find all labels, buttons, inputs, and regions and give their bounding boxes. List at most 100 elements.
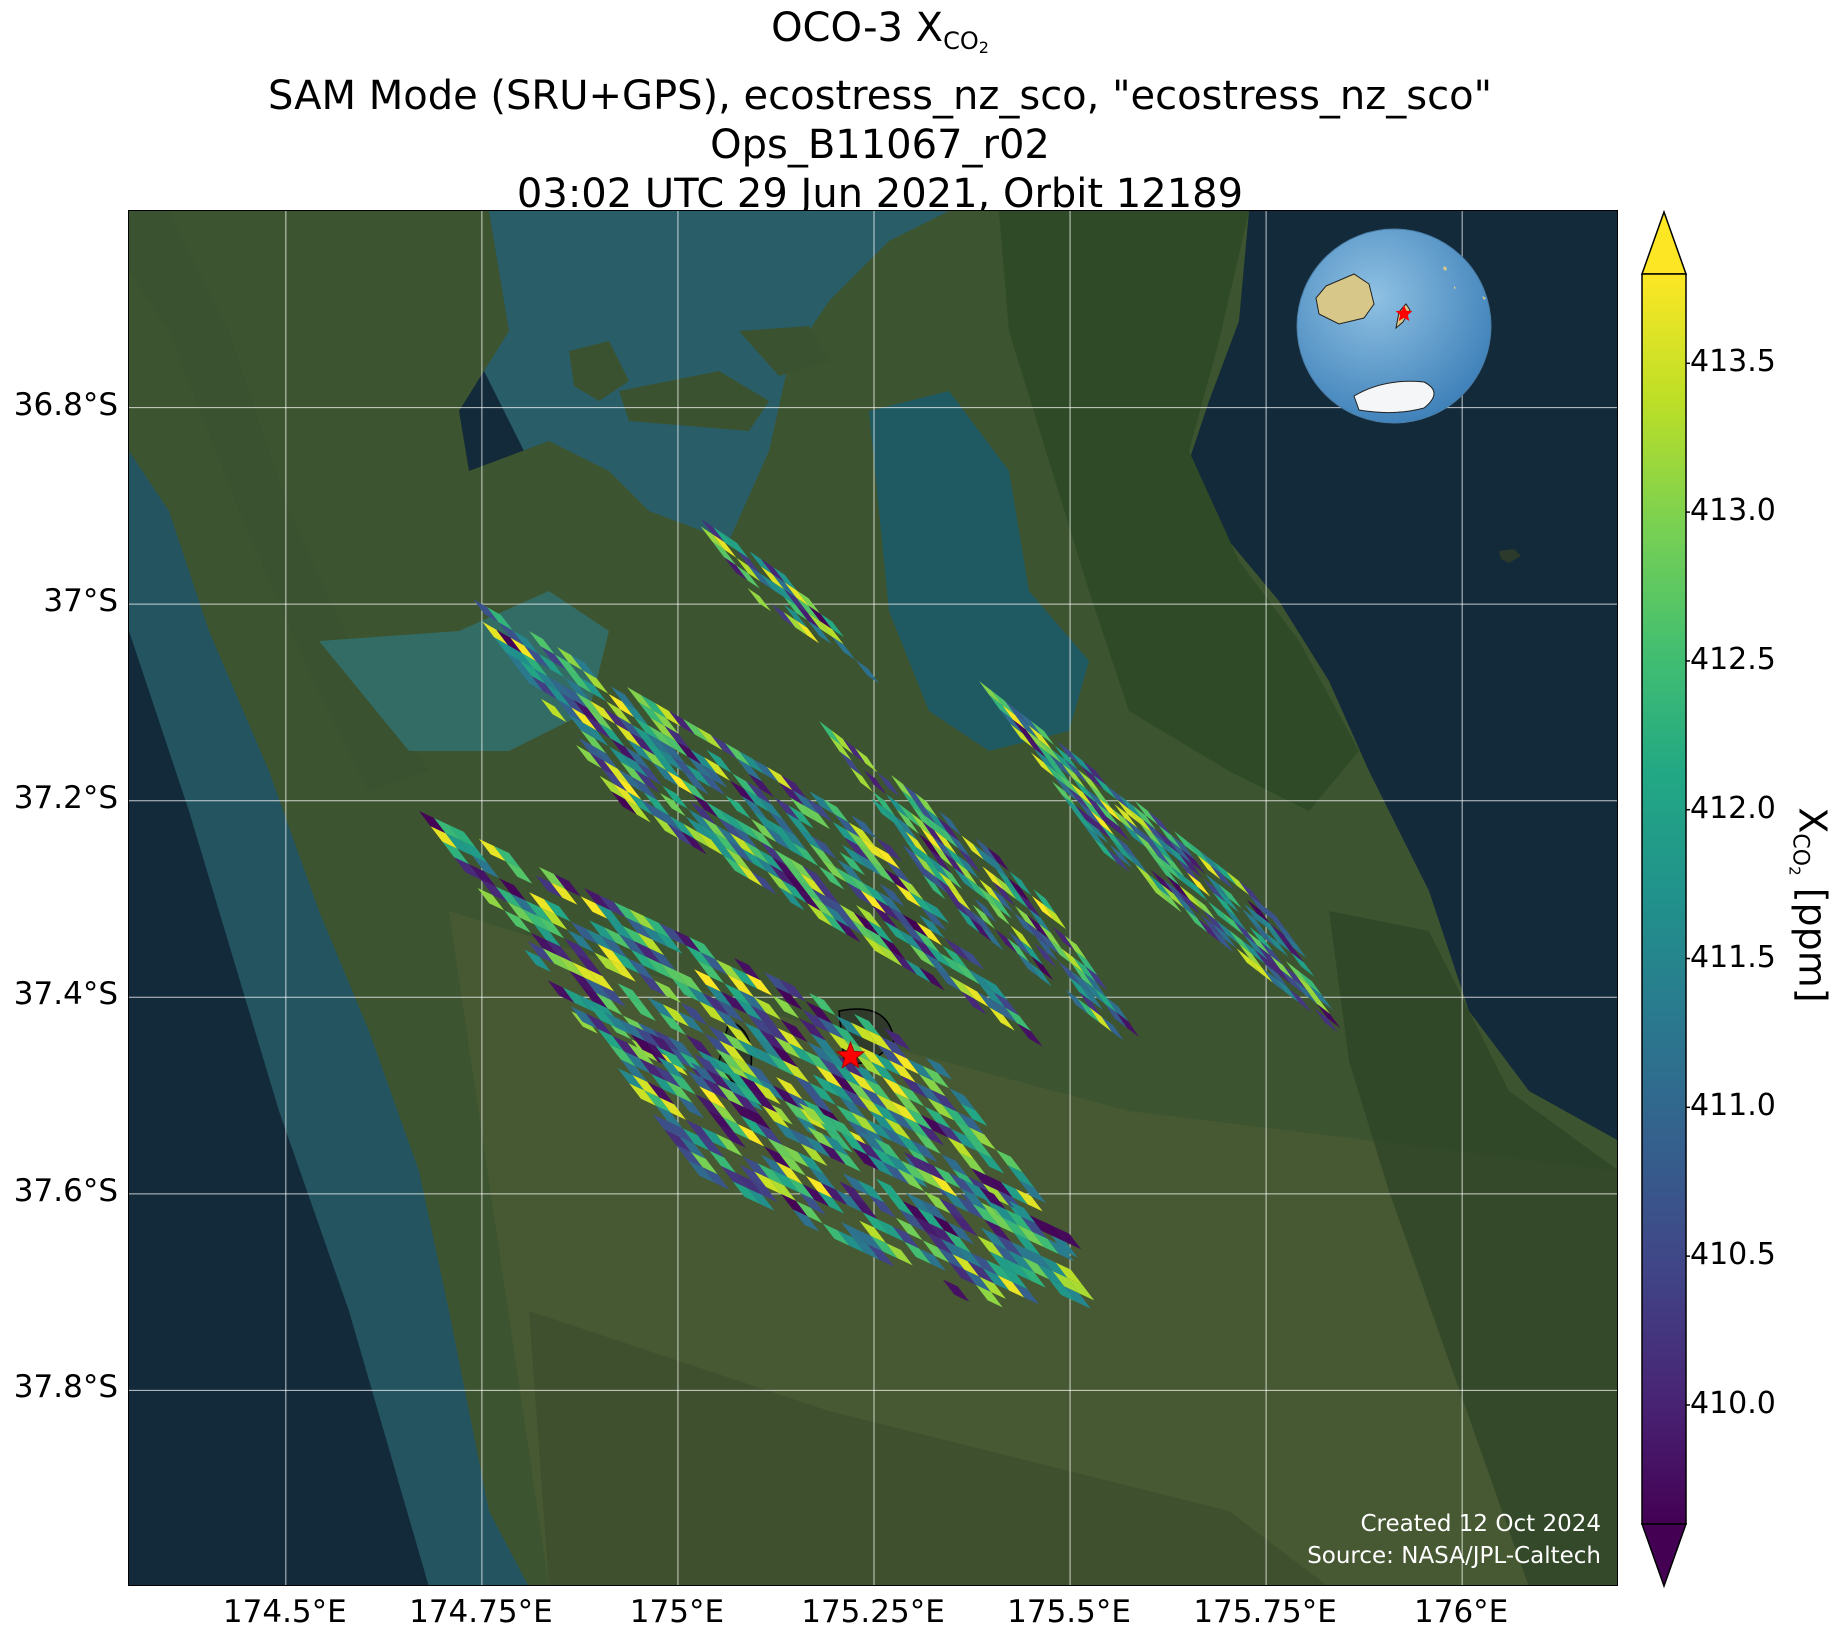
sounding-cell — [1148, 842, 1172, 867]
sounding-cell — [1047, 1238, 1075, 1262]
sounding-cell — [702, 1077, 730, 1101]
sounding-cell — [627, 958, 655, 981]
sounding-cell — [874, 898, 901, 922]
sounding-cell — [739, 1075, 766, 1098]
sounding-cell — [959, 902, 982, 927]
sounding-cell — [735, 1083, 763, 1106]
sounding-cell — [837, 911, 864, 936]
sounding-cell — [930, 1174, 958, 1197]
sounding-cell — [859, 1220, 886, 1243]
sounding-cell — [702, 993, 730, 1016]
xco2-soundings[interactable] — [419, 519, 1341, 1309]
sounding-cell — [639, 1058, 666, 1081]
sounding-cell — [1096, 802, 1120, 827]
sounding-cell — [925, 1057, 953, 1080]
sounding-cell — [995, 929, 1018, 954]
map-panel[interactable]: Created 12 Oct 2024 Source: NASA/JPL-Cal… — [128, 210, 1618, 1586]
sounding-cell — [1119, 795, 1143, 820]
sounding-cell — [687, 1070, 715, 1094]
sounding-cell — [875, 1178, 903, 1201]
sounding-cell — [807, 1126, 835, 1150]
sounding-cell — [817, 1016, 845, 1040]
sounding-cell — [732, 773, 758, 797]
sounding-cell — [622, 701, 649, 726]
sounding-cell — [629, 1083, 656, 1106]
sounding-cell — [460, 840, 488, 863]
sounding-cell — [573, 700, 600, 724]
sounding-cell — [487, 607, 513, 631]
sounding-cell — [1088, 783, 1112, 809]
sounding-cell — [989, 695, 1013, 720]
sounding-cell — [508, 645, 534, 669]
sounding-cell — [571, 707, 597, 731]
sounding-cell — [701, 519, 725, 543]
sounding-cell — [587, 708, 614, 732]
sounding-cell — [773, 567, 797, 591]
sounding-cell — [1036, 743, 1060, 769]
target-star-marker[interactable] — [835, 1040, 866, 1069]
sounding-cell — [815, 1065, 843, 1089]
sounding-cell — [862, 1212, 890, 1235]
sounding-cell — [723, 855, 749, 879]
sounding-cell — [924, 1106, 951, 1129]
sounding-cell — [1293, 979, 1317, 1004]
sounding-cell — [1179, 885, 1203, 910]
sounding-cell — [1051, 1235, 1078, 1258]
sounding-cell — [617, 1068, 645, 1091]
sounding-cell — [839, 904, 866, 928]
sounding-cell — [1051, 781, 1076, 806]
sounding-cell — [772, 574, 797, 598]
sounding-cell — [876, 890, 903, 915]
sounding-cell — [882, 1077, 910, 1100]
sounding-cell — [784, 589, 809, 614]
sounding-cell — [837, 859, 863, 883]
sounding-cell — [1155, 861, 1180, 886]
sounding-cell — [995, 1149, 1023, 1173]
sounding-cell — [1166, 875, 1190, 900]
sounding-cell — [732, 1181, 760, 1204]
sounding-cell — [902, 1201, 930, 1224]
sounding-cell — [804, 805, 831, 830]
globe-inset — [1296, 228, 1492, 424]
sounding-cell — [982, 1183, 1010, 1206]
sounding-cell — [1114, 803, 1138, 829]
sounding-cell — [650, 717, 677, 742]
sounding-cell — [981, 926, 1004, 951]
sounding-cell — [1106, 816, 1130, 842]
sounding-cell — [612, 1035, 640, 1059]
sounding-cell — [748, 773, 775, 798]
sounding-cell — [712, 534, 737, 558]
sounding-cell — [884, 1117, 911, 1140]
map-canvas[interactable] — [129, 211, 1618, 1586]
sounding-cell — [737, 1124, 765, 1147]
sounding-cell — [736, 565, 760, 589]
sounding-cell — [872, 1102, 900, 1125]
sounding-cell — [779, 1153, 806, 1176]
sounding-cell — [751, 871, 777, 895]
sounding-cell — [965, 1135, 993, 1159]
sounding-cell — [599, 895, 626, 918]
sounding-cell — [681, 831, 707, 855]
sounding-cell — [874, 1053, 901, 1076]
sounding-cell — [886, 861, 912, 885]
sounding-cell — [784, 597, 808, 621]
sounding-cell — [1082, 979, 1105, 1004]
sounding-cell — [1015, 906, 1038, 931]
sounding-cell — [979, 879, 1002, 904]
sounding-cell — [947, 832, 971, 858]
sounding-cell — [1093, 838, 1117, 863]
sounding-cell — [947, 893, 970, 918]
sounding-cell — [624, 746, 651, 771]
sounding-cell — [898, 803, 921, 828]
sounding-cell — [1093, 806, 1117, 832]
sounding-cell — [1101, 1016, 1124, 1041]
sounding-cell — [676, 1145, 703, 1168]
sounding-cell — [1148, 874, 1172, 899]
sounding-cell — [575, 692, 602, 716]
sounding-cell — [682, 1128, 710, 1151]
sounding-cell — [905, 831, 928, 856]
sounding-cell — [973, 844, 996, 869]
sounding-cell — [772, 1085, 800, 1108]
sounding-cell — [899, 1209, 926, 1232]
sounding-cell — [496, 629, 523, 654]
